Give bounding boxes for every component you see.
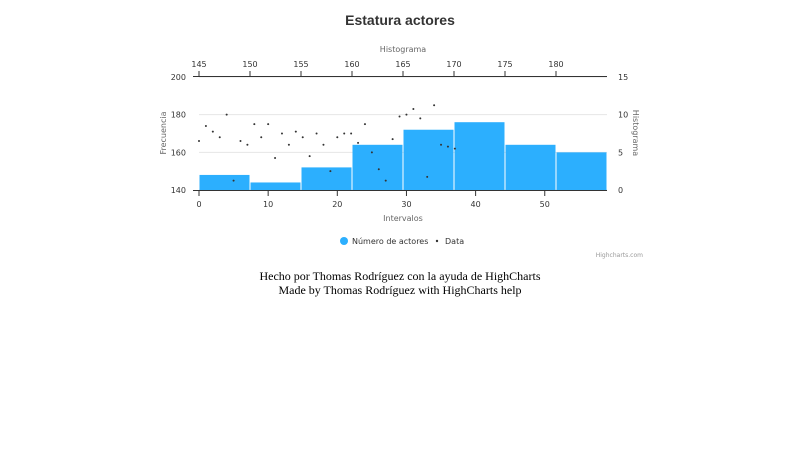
histogram-bar-2 [301,167,352,190]
legend-marker-actores [340,237,348,245]
data-point-26 [377,168,380,171]
right-tick-label-15: 15 [618,73,628,82]
histogram-bar-3 [352,144,403,190]
footer-line-spanish: Hecho por Thomas Rodríguez con la ayuda … [259,269,541,283]
data-point-2 [211,130,214,133]
histogram-bar-4 [403,129,454,190]
data-point-1 [204,124,207,127]
data-point-19 [329,170,332,173]
data-point-22 [350,132,353,135]
data-point-6 [239,140,242,143]
top-tick-label-155: 155 [293,60,308,69]
bottom-tick-label-50: 50 [540,200,550,209]
top-tick-label-165: 165 [395,60,410,69]
data-point-10 [267,123,270,126]
data-point-27 [384,179,387,182]
data-point-13 [287,143,290,146]
data-point-25 [370,151,373,154]
data-point-15 [301,136,304,139]
right-tick-label-10: 10 [618,111,628,120]
data-point-30 [405,113,408,116]
data-point-16 [308,155,311,158]
data-point-7 [246,143,249,146]
scatter-series [198,104,456,182]
bottom-tick-label-10: 10 [263,200,273,209]
top-tick-label-145: 145 [191,60,206,69]
left-tick-label-180: 180 [171,111,186,120]
histogram-bar-5 [454,122,505,190]
top-tick-label-175: 175 [497,60,512,69]
data-point-4 [225,113,228,116]
left-tick-label-200: 200 [171,73,186,82]
data-point-33 [426,175,429,178]
legend-marker-data [435,239,439,243]
top-tick-label-180: 180 [548,60,563,69]
data-point-32 [419,117,422,120]
data-point-28 [391,138,394,141]
data-point-29 [398,115,401,118]
top-tick-label-150: 150 [242,60,257,69]
data-point-5 [232,179,235,182]
legend[interactable]: Número de actores Data [340,237,464,246]
legend-item-data[interactable]: Data [435,237,464,246]
left-axis-title: Frecuencia [159,111,168,154]
data-point-23 [357,141,360,144]
data-point-34 [433,104,436,107]
histogram-bar-7 [556,152,607,190]
chart: Estatura actores 145 150 155 160 165 170 175 18… [159,12,643,259]
top-tick-label-170: 170 [446,60,461,69]
top-axis-title: Histograma [380,45,427,54]
credits-link[interactable]: Highcharts.com [596,252,643,259]
data-point-8 [253,123,256,126]
legend-label-data: Data [445,237,464,246]
left-tick-label-160: 160 [171,148,186,157]
bottom-tick-label-0: 0 [196,200,201,209]
data-point-11 [274,156,277,159]
bottom-tick-label-30: 30 [401,200,411,209]
chart-title: Estatura actores [345,12,455,28]
right-axis-title: Histograma [631,110,640,157]
legend-label-actores: Número de actores [352,237,428,246]
data-point-24 [363,123,366,126]
data-point-12 [280,132,283,135]
right-tick-label-0: 0 [618,186,623,195]
data-point-9 [260,136,263,139]
top-tick-label-160: 160 [344,60,359,69]
left-tick-label-140: 140 [171,186,186,195]
data-point-18 [322,143,325,146]
data-point-17 [315,132,318,135]
bottom-tick-label-40: 40 [471,200,481,209]
data-point-35 [440,143,443,146]
histogram-bar-0 [199,174,250,190]
data-point-37 [453,147,456,150]
bottom-axis-title: Intervalos [383,214,423,223]
histogram-bar-6 [505,144,556,190]
footer-line-english: Made by Thomas Rodríguez with HighCharts… [278,283,522,297]
data-point-31 [412,108,415,111]
data-point-3 [218,136,221,139]
data-point-14 [294,130,297,133]
data-point-36 [446,145,449,148]
legend-item-actores[interactable]: Número de actores [340,237,428,246]
data-point-21 [343,132,346,135]
histogram-series [199,122,607,190]
data-point-0 [198,140,200,143]
bottom-tick-label-20: 20 [332,200,342,209]
right-tick-label-5: 5 [618,148,623,157]
data-point-20 [336,136,339,139]
histogram-bar-1 [250,182,301,190]
